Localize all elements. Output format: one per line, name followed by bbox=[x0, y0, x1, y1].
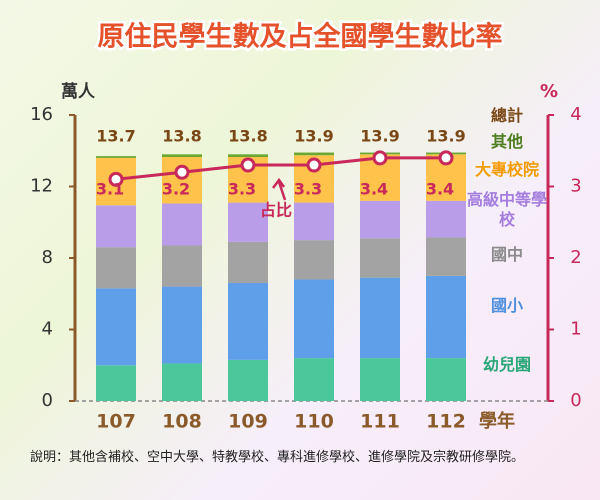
total-label: 13.9 bbox=[360, 127, 399, 146]
x-tick-label: 108 bbox=[162, 411, 202, 433]
bar-segment bbox=[96, 205, 136, 248]
bar-segment bbox=[294, 202, 334, 241]
share-label: 3.4 bbox=[360, 180, 388, 199]
bar-segment bbox=[426, 358, 466, 401]
bar-segment bbox=[162, 286, 202, 364]
y-tick-label: 16 bbox=[30, 104, 53, 125]
bar-segment bbox=[228, 154, 268, 158]
bar-segment bbox=[360, 358, 400, 401]
bar-segment bbox=[294, 279, 334, 359]
y2-tick-label: 2 bbox=[570, 247, 581, 268]
bar-segment bbox=[162, 203, 202, 246]
x-tick-label: 109 bbox=[228, 411, 268, 433]
y-tick-label: 4 bbox=[42, 319, 53, 340]
bar-segment bbox=[96, 288, 136, 366]
y-tick-label: 12 bbox=[30, 176, 53, 197]
legend-label: 高級中等學校 bbox=[466, 190, 547, 229]
bar-segment bbox=[162, 245, 202, 287]
bar-segment bbox=[96, 156, 136, 158]
bar-segment bbox=[294, 358, 334, 401]
y2-tick-label: 1 bbox=[570, 319, 581, 340]
legend-label: 大專校院 bbox=[474, 160, 539, 179]
share-label: 3.1 bbox=[96, 180, 124, 199]
y2-tick-label: 4 bbox=[570, 104, 581, 125]
share-label: 3.2 bbox=[162, 180, 190, 199]
share-label: 3.3 bbox=[294, 180, 322, 199]
y2-tick-label: 3 bbox=[570, 176, 581, 197]
legend-label: 總計 bbox=[490, 106, 523, 125]
bar-segment bbox=[228, 202, 268, 242]
share-point bbox=[438, 150, 454, 166]
annotation-arrow bbox=[272, 177, 287, 201]
bar-segment bbox=[228, 241, 268, 284]
bar-segment bbox=[426, 275, 466, 359]
legend-label: 國中 bbox=[490, 245, 523, 264]
legend-label: 國小 bbox=[490, 296, 523, 315]
bar-segment bbox=[360, 238, 400, 278]
total-label: 13.8 bbox=[228, 127, 267, 146]
share-line bbox=[115, 156, 446, 181]
bar-segment bbox=[162, 363, 202, 401]
x-axis-label: 學年 bbox=[479, 410, 515, 432]
chart-title: 原住民學生數及占全國學生數比率 bbox=[98, 21, 503, 53]
bar-segment bbox=[426, 237, 466, 276]
total-label: 13.7 bbox=[96, 127, 135, 146]
bar-segment bbox=[360, 277, 400, 359]
share-point bbox=[306, 157, 322, 173]
bar-segment bbox=[360, 200, 400, 239]
legend-label: 其他 bbox=[490, 132, 523, 151]
y-tick-label: 0 bbox=[42, 390, 53, 411]
y2-axis-label: % bbox=[540, 81, 558, 102]
bar-segment bbox=[96, 247, 136, 289]
share-point bbox=[372, 150, 388, 166]
bar-segment bbox=[96, 365, 136, 401]
bar-segment bbox=[426, 200, 466, 238]
total-label: 13.8 bbox=[162, 127, 201, 146]
y-axis-label: 萬人 bbox=[61, 81, 96, 102]
y-tick-label: 8 bbox=[42, 247, 53, 268]
bar-segment bbox=[228, 359, 268, 401]
share-annotation: 占比 bbox=[260, 201, 292, 220]
total-label: 13.9 bbox=[294, 127, 333, 146]
bar-segment bbox=[294, 152, 334, 156]
share-label: 3.4 bbox=[426, 180, 454, 199]
x-tick-label: 111 bbox=[360, 411, 400, 433]
total-label: 13.9 bbox=[426, 127, 465, 146]
legend-label: 幼兒園 bbox=[482, 355, 531, 374]
bar-segment bbox=[228, 283, 268, 360]
x-tick-label: 107 bbox=[96, 411, 136, 433]
share-label: 3.3 bbox=[228, 180, 256, 199]
y2-tick-label: 0 bbox=[570, 390, 581, 411]
share-point bbox=[108, 171, 124, 187]
x-tick-label: 110 bbox=[294, 411, 334, 433]
share-point bbox=[174, 164, 190, 180]
note: 說明：其他含補校、空中大學、特教學校、專科進修學校、進修學院及宗教研修學院。 bbox=[30, 450, 525, 465]
bar-segment bbox=[294, 240, 334, 280]
x-tick-label: 112 bbox=[426, 411, 466, 433]
bar-segment bbox=[162, 154, 202, 158]
share-point bbox=[240, 157, 256, 173]
